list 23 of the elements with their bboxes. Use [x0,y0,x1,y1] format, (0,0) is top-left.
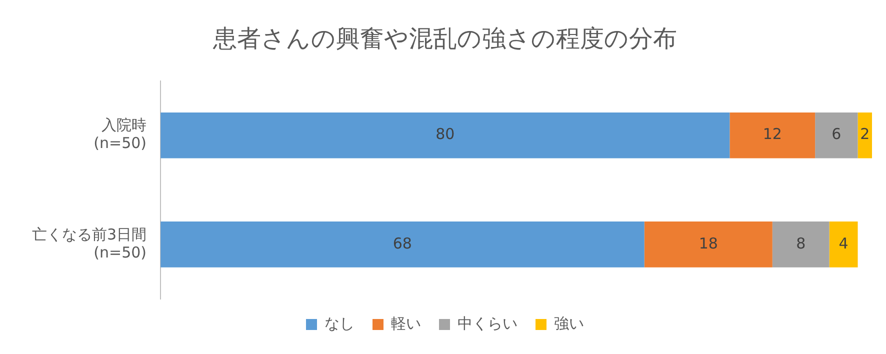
legend-label: 軽い [391,314,421,332]
chart-title: 患者さんの興奮や混乱の強さの程度の分布 [212,24,677,53]
legend-label: なし [324,314,354,332]
data-label: 80 [436,125,455,144]
bar [644,222,772,268]
bar [160,112,730,158]
data-label: 8 [796,234,806,252]
bar [730,112,816,158]
data-label: 2 [860,125,870,144]
bar [829,222,858,268]
data-label: 18 [698,234,718,252]
data-label: 6 [832,125,842,144]
legend-label: 強い [554,314,584,332]
bar [815,112,858,158]
y-tick-label: 亡くなる前3日間 (n=50) [32,225,147,262]
bar [772,222,830,268]
bar [858,112,872,158]
data-label: 4 [838,234,848,252]
data-label: 68 [392,234,412,252]
legend-label: 中くらい [458,314,518,332]
bar [160,222,644,268]
data-label: 12 [762,125,782,144]
y-tick-label: 入院時 (n=50) [94,116,147,152]
